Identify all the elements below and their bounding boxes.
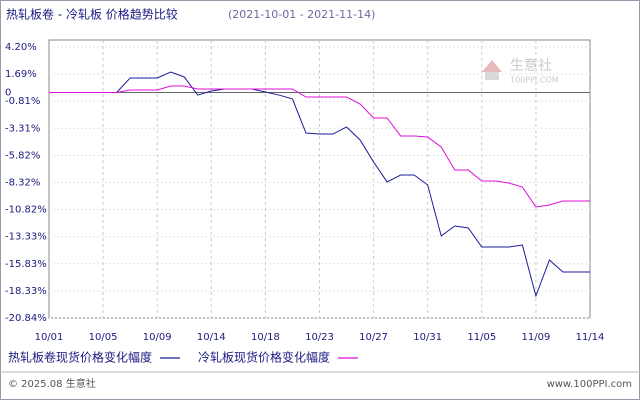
y-tick-label: 1.69% xyxy=(5,69,37,80)
watermark-icon xyxy=(482,60,502,72)
data-line xyxy=(49,85,590,208)
y-tick-label: -10.82% xyxy=(5,205,47,216)
y-tick-label: 4.20% xyxy=(5,42,37,53)
x-tick-label: 11/09 xyxy=(521,332,550,343)
y-tick-label: -20.84% xyxy=(5,313,47,324)
watermark: 生意社 100PPI.COM xyxy=(482,57,559,85)
y-tick-label: -5.82% xyxy=(5,150,40,161)
x-tick-label: 10/05 xyxy=(89,332,118,343)
watermark-icon xyxy=(485,72,499,80)
x-tick-label: 10/09 xyxy=(143,332,172,343)
y-tick-label: -13.33% xyxy=(5,232,47,243)
y-tick-label: -8.32% xyxy=(5,178,40,189)
y-tick-label: -15.83% xyxy=(5,259,47,270)
footer-right: www.100PPI.com xyxy=(547,379,632,390)
x-tick-label: 10/18 xyxy=(251,332,280,343)
chart-subtitle: (2021-10-01 - 2021-11-14) xyxy=(228,8,375,21)
x-tick-label: 10/31 xyxy=(413,332,442,343)
legend-label: 冷轧板现货价格变化幅度 xyxy=(198,350,330,365)
watermark-site: 100PPI.COM xyxy=(510,76,559,85)
chart-title: 热轧板卷 - 冷轧板 价格趋势比较 xyxy=(6,7,178,22)
x-tick-label: 10/01 xyxy=(35,332,64,343)
y-tick-label: 0 xyxy=(5,87,11,98)
y-tick-label: -18.33% xyxy=(5,286,47,297)
y-tick-label: -0.81% xyxy=(5,96,40,107)
x-tick-label: 11/05 xyxy=(467,332,496,343)
data-line xyxy=(49,71,590,298)
watermark-name: 生意社 xyxy=(510,57,552,74)
x-tick-label: 10/14 xyxy=(197,332,226,343)
y-tick-label: -3.31% xyxy=(5,123,40,134)
x-tick-label: 10/23 xyxy=(305,332,334,343)
footer-left: © 2025.08 生意社 xyxy=(8,377,96,390)
x-tick-label: 11/14 xyxy=(576,332,605,343)
x-tick-label: 10/27 xyxy=(359,332,388,343)
legend-label: 热轧板卷现货价格变化幅度 xyxy=(8,350,152,365)
